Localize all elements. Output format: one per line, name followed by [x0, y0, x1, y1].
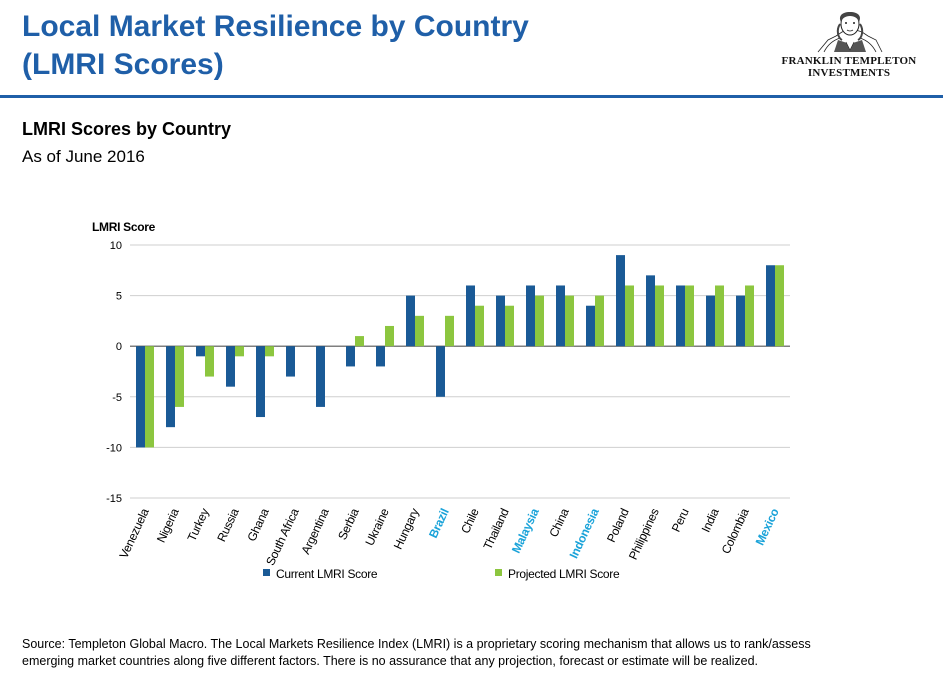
bar-current-hungary	[406, 295, 415, 347]
bar-projected-ukraine	[385, 325, 394, 347]
x-tick-label: Venezuela	[116, 506, 152, 561]
legend-swatch-1	[495, 569, 502, 576]
bar-current-colombia	[736, 295, 745, 347]
bar-projected-brazil	[445, 315, 454, 347]
bar-current-venezuela	[136, 346, 145, 448]
franklin-templeton-logo: FRANKLIN TEMPLETON INVESTMENTS	[778, 10, 920, 90]
bar-projected-russia	[235, 346, 244, 357]
bar-projected-philippines	[655, 285, 664, 347]
benjamin-franklin-portrait-icon	[817, 12, 883, 53]
x-tick-label: Brazil	[426, 506, 452, 540]
bar-projected-china	[565, 295, 574, 347]
x-tick-label: China	[546, 506, 572, 540]
bar-current-poland	[616, 255, 625, 347]
y-tick-label: 0	[116, 341, 122, 353]
x-tick-label: Indonesia	[566, 506, 601, 561]
bar-current-south-africa	[286, 346, 295, 377]
x-tick-label: Nigeria	[154, 506, 182, 545]
x-tick-label: Thailand	[481, 506, 512, 551]
y-tick-label: -5	[112, 392, 122, 404]
bar-current-peru	[676, 285, 685, 347]
bar-projected-serbia	[355, 336, 364, 347]
bar-projected-indonesia	[595, 295, 604, 347]
bar-current-mexico	[766, 265, 775, 347]
legend-label-1: Projected LMRI Score	[508, 567, 620, 581]
bar-projected-peru	[685, 285, 694, 347]
bar-current-brazil	[436, 346, 445, 397]
bar-current-chile	[466, 285, 475, 347]
source-note: Source: Templeton Global Macro. The Loca…	[22, 636, 922, 670]
bar-projected-chile	[475, 305, 484, 347]
x-tick-label: India	[699, 506, 722, 535]
bar-projected-turkey	[205, 346, 214, 377]
y-tick-label: 5	[116, 291, 122, 303]
x-tick-label: Malaysia	[509, 506, 542, 556]
logo-line2: INVESTMENTS	[807, 67, 891, 79]
page-title-line2: (LMRI Scores)	[22, 48, 224, 81]
x-tick-label: Chile	[458, 506, 482, 536]
bar-current-malaysia	[526, 285, 535, 347]
bar-current-india	[706, 295, 715, 347]
header-divider	[0, 95, 943, 98]
x-tick-label: Philippines	[626, 506, 662, 562]
x-tick-label: Ukraine	[362, 506, 392, 548]
page-title: Local Market Resilience by Country (LMRI…	[22, 8, 662, 84]
legend-label-0: Current LMRI Score	[276, 567, 378, 581]
x-tick-label: Poland	[604, 506, 632, 544]
bar-projected-venezuela	[145, 346, 154, 448]
x-tick-label: Turkey	[184, 506, 211, 543]
source-line2: emerging market countries along five dif…	[22, 654, 759, 668]
bar-current-ghana	[256, 346, 265, 418]
chart-title: LMRI Scores by Country	[22, 119, 232, 139]
x-tick-label: Serbia	[335, 506, 362, 542]
bar-projected-malaysia	[535, 295, 544, 347]
legend-swatch-0	[263, 569, 270, 576]
x-tick-label: Hungary	[391, 506, 422, 551]
bar-current-thailand	[496, 295, 505, 347]
bar-current-indonesia	[586, 305, 595, 347]
y-tick-label: -15	[106, 493, 122, 505]
source-line1: Source: Templeton Global Macro. The Loca…	[22, 637, 811, 651]
bar-projected-mexico	[775, 265, 784, 347]
bar-current-ukraine	[376, 346, 385, 367]
bar-current-philippines	[646, 275, 655, 347]
y-axis-label: LMRI Score	[92, 220, 156, 234]
x-tick-label: Ghana	[244, 506, 272, 544]
bar-current-nigeria	[166, 346, 175, 428]
x-tick-label: Peru	[669, 506, 692, 534]
bar-projected-colombia	[745, 285, 754, 347]
bar-projected-poland	[625, 285, 634, 347]
x-tick-label: Argentina	[298, 506, 332, 557]
bar-current-turkey	[196, 346, 205, 357]
bar-current-serbia	[346, 346, 355, 367]
bar-current-china	[556, 285, 565, 347]
x-tick-label: Colombia	[719, 506, 752, 556]
bar-projected-india	[715, 285, 724, 347]
y-tick-label: 10	[110, 240, 122, 252]
bar-current-russia	[226, 346, 235, 387]
bar-current-argentina	[316, 346, 325, 407]
bar-projected-ghana	[265, 346, 274, 357]
bar-projected-thailand	[505, 305, 514, 347]
chart-subtitle: As of June 2016	[22, 147, 145, 166]
y-tick-label: -10	[106, 442, 122, 454]
x-tick-label: Mexico	[753, 506, 782, 547]
logo-line1: FRANKLIN TEMPLETON	[781, 55, 917, 67]
page-title-line1: Local Market Resilience by Country	[22, 10, 529, 43]
bar-projected-hungary	[415, 315, 424, 347]
x-tick-label: Russia	[214, 506, 242, 544]
bar-projected-nigeria	[175, 346, 184, 407]
